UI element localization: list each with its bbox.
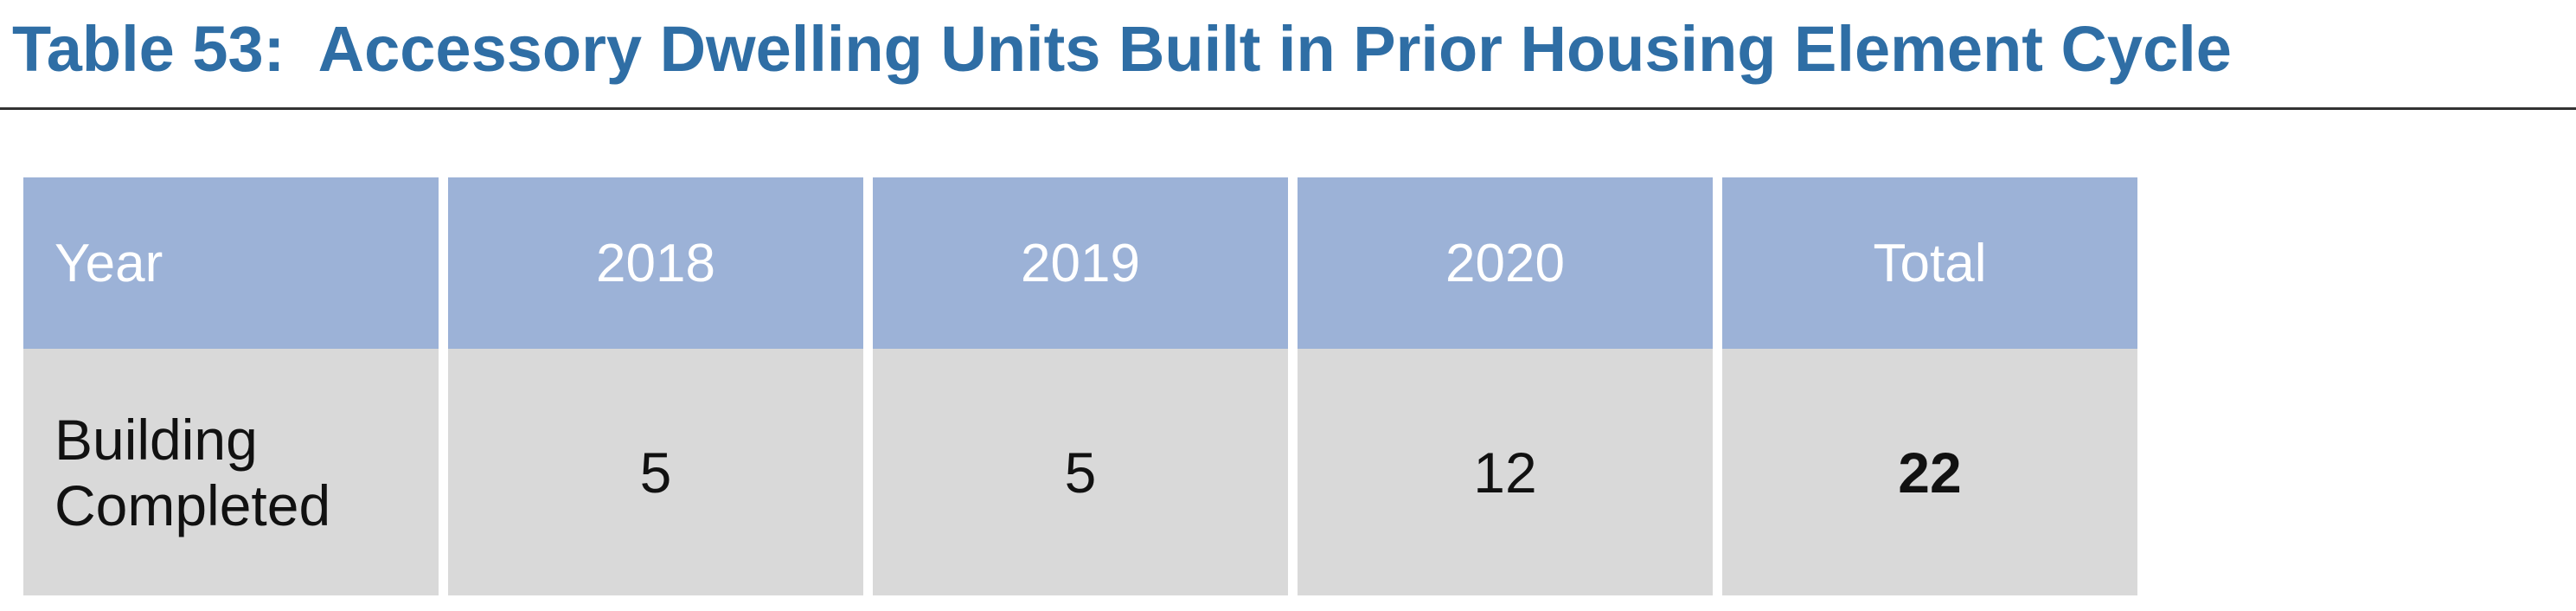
title-rule xyxy=(0,107,2576,110)
header-cell: Total xyxy=(1722,177,2137,349)
data-cell: 12 xyxy=(1298,349,1713,595)
data-cell: 22 xyxy=(1722,349,2137,595)
table: Year 2018 2019 2020 Total Building Completed 5… xyxy=(23,177,2137,595)
data-cell: 5 xyxy=(448,349,863,595)
header-cell: 2018 xyxy=(448,177,863,349)
header-cell: 2019 xyxy=(873,177,1288,349)
header-cell: 2020 xyxy=(1298,177,1713,349)
table-title: Table 53: Accessory Dwelling Units Built… xyxy=(12,13,2232,85)
row-label: Building Completed xyxy=(23,349,439,595)
data-cell: 5 xyxy=(873,349,1288,595)
header-cell: Year xyxy=(23,177,439,349)
